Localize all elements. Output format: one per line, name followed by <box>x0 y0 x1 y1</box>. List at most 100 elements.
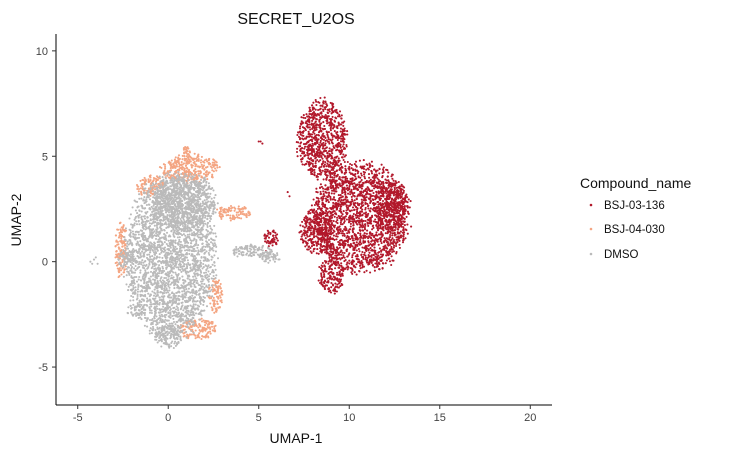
point-bsj-03-136 <box>382 171 385 174</box>
point-bsj-03-136 <box>371 264 374 267</box>
point-bsj-03-136 <box>386 240 389 243</box>
series-bsj-03-136 <box>257 96 413 295</box>
point-bsj-04-030 <box>203 159 206 162</box>
point-bsj-03-136 <box>304 231 307 234</box>
point-bsj-03-136 <box>313 107 316 110</box>
point-bsj-03-136 <box>351 228 354 231</box>
point-bsj-03-136 <box>361 208 364 211</box>
point-bsj-03-136 <box>401 193 404 196</box>
point-bsj-03-136 <box>318 123 322 126</box>
point-bsj-03-136 <box>410 225 413 228</box>
point-bsj-03-136 <box>401 231 404 234</box>
point-bsj-03-136 <box>370 255 373 259</box>
point-bsj-03-136 <box>356 244 359 247</box>
point-bsj-03-136 <box>309 128 312 131</box>
point-bsj-03-136 <box>319 243 322 246</box>
point-bsj-03-136 <box>338 246 341 249</box>
point-bsj-03-136 <box>324 173 327 176</box>
point-bsj-03-136 <box>368 235 371 238</box>
point-bsj-03-136 <box>355 241 358 244</box>
point-bsj-03-136 <box>317 197 320 200</box>
point-bsj-03-136 <box>348 259 351 262</box>
point-bsj-03-136 <box>365 232 368 235</box>
point-bsj-03-136 <box>382 225 385 228</box>
point-bsj-03-136 <box>325 270 328 273</box>
point-bsj-03-136 <box>331 127 335 130</box>
point-bsj-04-030 <box>122 224 125 227</box>
point-bsj-03-136 <box>391 237 394 240</box>
point-bsj-03-136 <box>325 165 328 168</box>
point-bsj-03-136 <box>339 127 342 130</box>
point-bsj-03-136 <box>377 224 380 227</box>
point-bsj-03-136 <box>321 157 324 160</box>
point-dmso <box>186 259 189 262</box>
point-bsj-03-136 <box>339 221 342 224</box>
point-bsj-03-136 <box>357 258 360 261</box>
point-bsj-03-136 <box>374 214 377 217</box>
point-bsj-04-030 <box>214 307 217 310</box>
point-bsj-03-136 <box>332 145 335 148</box>
point-bsj-03-136 <box>371 165 374 168</box>
point-bsj-03-136 <box>355 249 358 252</box>
point-bsj-03-136 <box>318 143 321 146</box>
point-bsj-04-030 <box>114 245 117 248</box>
point-bsj-03-136 <box>309 212 312 215</box>
point-bsj-03-136 <box>314 162 317 165</box>
point-bsj-03-136 <box>378 227 381 230</box>
point-bsj-03-136 <box>316 240 320 243</box>
point-bsj-03-136 <box>312 148 315 151</box>
point-bsj-03-136 <box>299 133 302 136</box>
point-bsj-03-136 <box>400 225 403 228</box>
point-bsj-03-136 <box>396 190 399 193</box>
point-bsj-03-136 <box>341 283 344 286</box>
point-bsj-03-136 <box>394 233 397 236</box>
point-bsj-03-136 <box>390 229 393 232</box>
point-bsj-03-136 <box>301 163 304 166</box>
point-bsj-03-136 <box>369 258 372 261</box>
point-bsj-04-030 <box>227 210 230 213</box>
point-bsj-03-136 <box>361 166 364 169</box>
point-dmso <box>131 251 134 254</box>
point-bsj-03-136 <box>308 106 311 109</box>
point-bsj-03-136 <box>333 176 336 179</box>
point-bsj-03-136 <box>364 246 367 249</box>
point-bsj-03-136 <box>343 221 346 224</box>
point-bsj-04-030 <box>120 235 124 238</box>
point-bsj-03-136 <box>339 135 342 138</box>
point-bsj-03-136 <box>336 222 339 225</box>
point-bsj-03-136 <box>390 245 393 248</box>
point-bsj-03-136 <box>359 176 362 179</box>
point-bsj-03-136 <box>348 228 351 231</box>
point-bsj-03-136 <box>380 249 383 252</box>
point-bsj-03-136 <box>318 101 321 104</box>
point-bsj-03-136 <box>336 219 339 222</box>
point-bsj-03-136 <box>310 116 313 119</box>
point-bsj-03-136 <box>313 171 316 174</box>
point-bsj-03-136 <box>313 244 316 247</box>
point-bsj-03-136 <box>314 108 317 111</box>
point-bsj-03-136 <box>402 235 405 238</box>
point-bsj-03-136 <box>371 214 374 217</box>
point-bsj-03-136 <box>389 248 392 251</box>
point-dmso <box>148 318 152 322</box>
point-bsj-03-136 <box>306 235 309 238</box>
point-bsj-03-136 <box>305 120 308 123</box>
point-bsj-03-136 <box>400 223 403 226</box>
point-bsj-03-136 <box>315 230 319 233</box>
point-bsj-03-136 <box>376 177 379 180</box>
point-bsj-03-136 <box>319 193 322 196</box>
point-bsj-03-136 <box>365 235 368 238</box>
point-dmso <box>158 321 161 324</box>
point-bsj-03-136 <box>344 242 347 245</box>
point-bsj-03-136 <box>299 125 302 128</box>
point-bsj-03-136 <box>311 162 314 166</box>
point-bsj-03-136 <box>306 219 309 222</box>
point-bsj-04-030 <box>181 325 185 328</box>
point-bsj-04-030 <box>237 213 240 217</box>
point-bsj-03-136 <box>301 225 304 228</box>
point-bsj-03-136 <box>405 200 408 203</box>
point-bsj-03-136 <box>343 198 346 201</box>
point-bsj-03-136 <box>302 134 305 137</box>
point-bsj-03-136 <box>308 161 311 164</box>
point-bsj-03-136 <box>326 120 329 123</box>
